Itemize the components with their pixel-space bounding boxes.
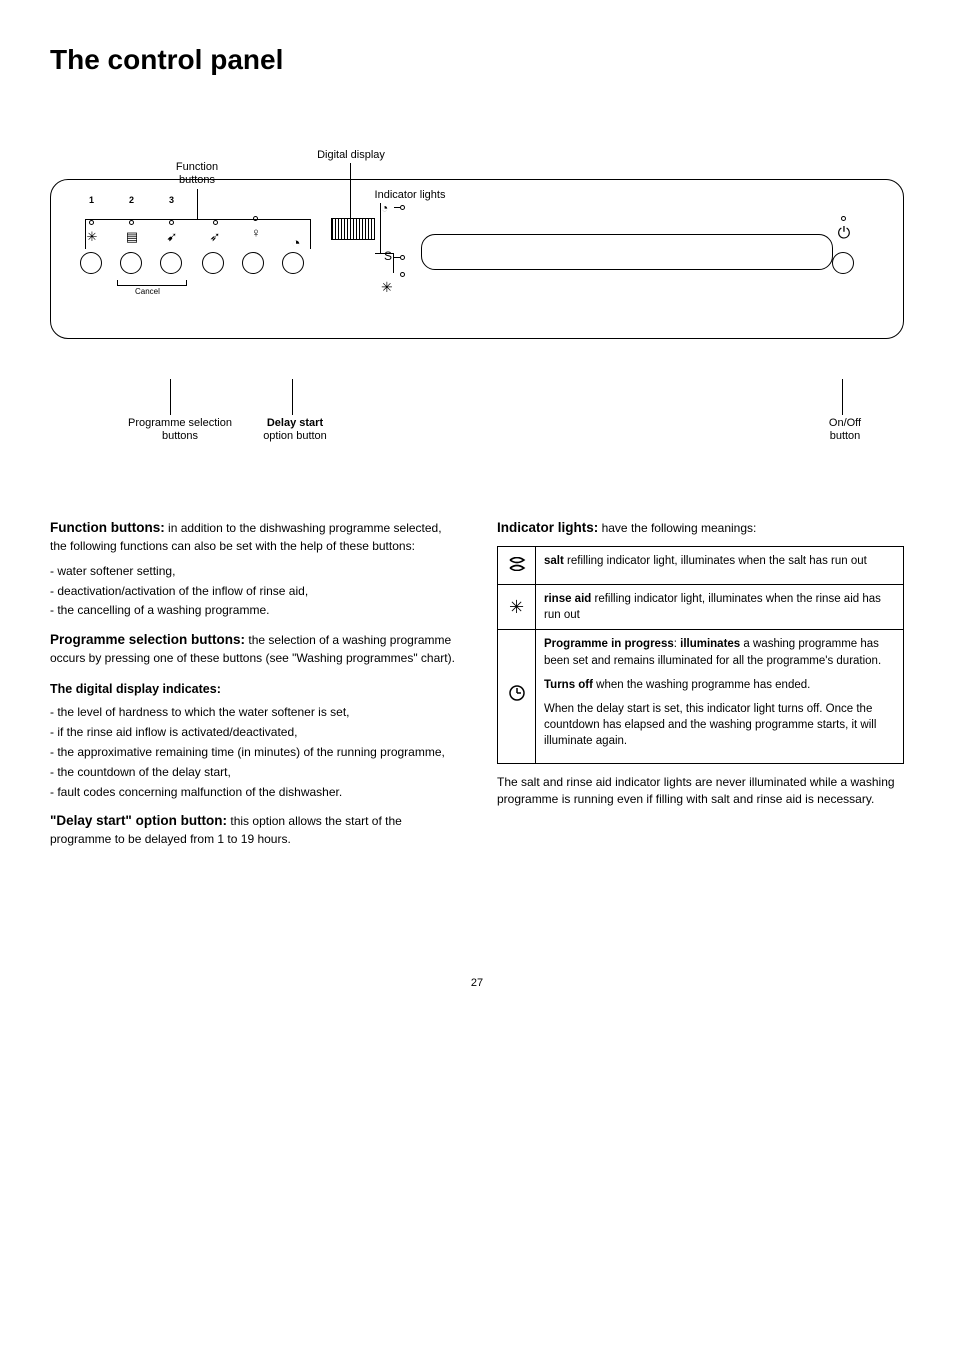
list-item: the cancelling of a washing programme. (50, 602, 457, 619)
prog-num-3: 3 (169, 194, 174, 207)
delay-start-heading: "Delay start" option button: (50, 813, 227, 828)
indicator-lights-note: The salt and rinse aid indicator lights … (497, 774, 904, 808)
function-buttons-list: water softener setting, deactivation/act… (50, 563, 457, 619)
label-delay-start-sub: option button (263, 430, 327, 442)
prog-num-1: 1 (89, 194, 94, 207)
list-item: deactivation/activation of the inflow of… (50, 583, 457, 600)
list-item: the level of hardness to which the water… (50, 704, 457, 721)
clock-icon (498, 630, 536, 764)
function-buttons-heading: Function buttons: (50, 520, 165, 535)
indicator-lights-intro: have the following meanings: (598, 521, 756, 535)
prog-button-3[interactable] (160, 252, 182, 274)
page-title: The control panel (50, 40, 904, 79)
func-button-4[interactable] (202, 252, 224, 274)
digital-display-heading: The digital display indicates: (50, 681, 457, 699)
page-number: 27 (50, 976, 904, 991)
rinse-aid-icon: ✳ (498, 585, 536, 630)
list-item: if the rinse aid inflow is activated/dea… (50, 724, 457, 741)
label-digital-display: Digital display (306, 149, 396, 162)
indicator-lights-heading: Indicator lights: (497, 520, 598, 535)
list-item: the approximative remaining time (in min… (50, 744, 457, 761)
prog-num-2: 2 (129, 194, 134, 207)
prog-sel-heading: Programme selection buttons: (50, 632, 245, 647)
control-panel-diagram: Digital display Function buttons Indicat… (50, 149, 904, 479)
prog-button-1[interactable] (80, 252, 102, 274)
list-item: the countdown of the delay start, (50, 764, 457, 781)
func-button-rinse[interactable] (242, 252, 264, 274)
delay-start-button[interactable] (282, 252, 304, 274)
salt-text: salt refilling indicator light, illumina… (536, 547, 904, 585)
label-prog-sel: Programme selection buttons (110, 417, 250, 443)
digital-display-list: the level of hardness to which the water… (50, 704, 457, 800)
salt-icon (498, 547, 536, 585)
onoff-button[interactable] (832, 252, 854, 274)
prog-button-2[interactable] (120, 252, 142, 274)
label-onoff: On/Off button (810, 417, 880, 443)
digital-display (331, 218, 375, 240)
display-panel-area (421, 234, 833, 270)
table-row: ✳ rinse aid refilling indicator light, i… (498, 585, 904, 630)
rinse-aid-text: rinse aid refilling indicator light, ill… (536, 585, 904, 630)
programme-progress-text: Programme in progress: illuminates a was… (536, 630, 904, 764)
right-column: Indicator lights: have the following mea… (497, 519, 904, 856)
list-item: water softener setting, (50, 563, 457, 580)
label-delay-start-bold: Delay start (267, 417, 323, 429)
indicator-lights-table: salt refilling indicator light, illumina… (497, 546, 904, 764)
table-row: salt refilling indicator light, illumina… (498, 547, 904, 585)
list-item: fault codes concerning malfunction of th… (50, 784, 457, 801)
left-column: Function buttons: in addition to the dis… (50, 519, 457, 856)
table-row: Programme in progress: illuminates a was… (498, 630, 904, 764)
cancel-label: Cancel (135, 286, 160, 297)
